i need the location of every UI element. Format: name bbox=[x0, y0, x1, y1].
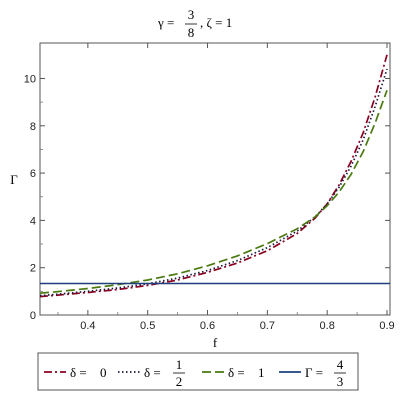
y-tick-label: 2 bbox=[30, 263, 36, 275]
series-line-2 bbox=[39, 90, 388, 295]
legend-label-value-0: 0 bbox=[100, 365, 107, 380]
y-axis-label: Γ bbox=[10, 172, 18, 187]
x-axis-label: f bbox=[213, 335, 218, 350]
title-zeta: , ζ = 1 bbox=[200, 15, 232, 30]
series-line-1 bbox=[39, 68, 388, 297]
legend-label-numerator-1: 1 bbox=[176, 357, 183, 372]
x-tick-label: 0.8 bbox=[320, 320, 335, 332]
y-axis-ticks: 0 2 4 6 8 10 bbox=[24, 73, 390, 322]
legend-label-denominator-1: 2 bbox=[176, 374, 183, 389]
x-tick-label: 0.5 bbox=[140, 320, 155, 332]
y-tick-label: 10 bbox=[24, 73, 36, 85]
y-tick-label: 6 bbox=[30, 168, 36, 180]
legend-label-prefix-2: δ = bbox=[228, 365, 245, 380]
x-tick-label: 0.7 bbox=[260, 320, 275, 332]
y-tick-label: 4 bbox=[30, 215, 36, 227]
legend-label-prefix-0: δ = bbox=[70, 365, 87, 380]
legend-label-prefix-3: Γ = bbox=[305, 365, 323, 380]
x-tick-label: 0.9 bbox=[379, 320, 394, 332]
y-tick-label: 0 bbox=[30, 310, 36, 322]
y-tick-label: 8 bbox=[30, 121, 36, 133]
series-lines bbox=[39, 54, 390, 298]
title-gamma-denominator: 8 bbox=[188, 25, 195, 40]
legend-box bbox=[37, 352, 359, 391]
legend: δ = 0 δ = 1 2 δ = 1 Γ = 4 3 bbox=[44, 357, 346, 389]
series-line-0 bbox=[39, 54, 388, 298]
plot-area-frame bbox=[39, 42, 391, 316]
legend-label-prefix-1: δ = bbox=[144, 365, 161, 380]
title-gamma-label: γ = bbox=[157, 15, 174, 30]
x-tick-label: 0.4 bbox=[80, 320, 95, 332]
chart-title: γ = 3 8 , ζ = 1 bbox=[157, 7, 232, 40]
x-axis-ticks: 0.4 0.5 0.6 0.7 0.8 0.9 bbox=[57, 43, 395, 332]
title-gamma-numerator: 3 bbox=[188, 7, 195, 22]
legend-label-denominator-3: 3 bbox=[337, 374, 344, 389]
x-tick-label: 0.6 bbox=[200, 320, 215, 332]
legend-label-value-2: 1 bbox=[258, 365, 265, 380]
legend-label-numerator-3: 4 bbox=[337, 357, 344, 372]
